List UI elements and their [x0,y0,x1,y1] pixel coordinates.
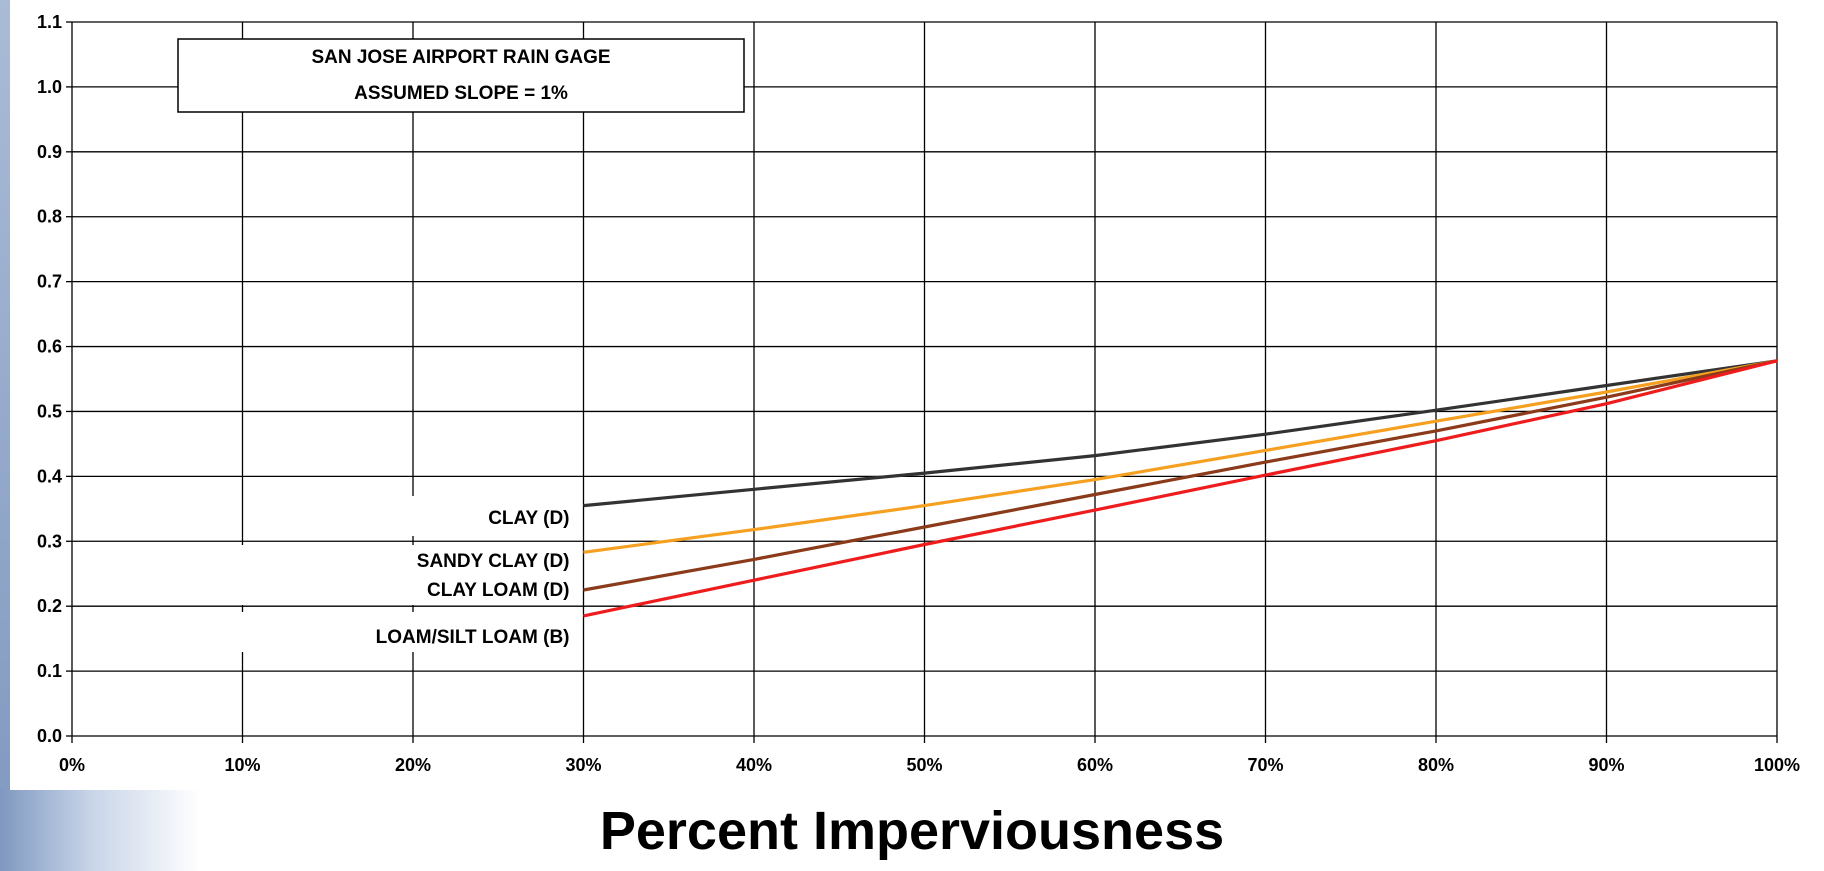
x-tick-label: 10% [224,755,260,775]
x-axis-title: Percent Imperviousness [599,801,1225,861]
y-tick-label: 0.6 [37,337,62,357]
slide-corner-gradient-decoration [0,790,200,871]
label-background [240,612,572,652]
x-tick-label: 30% [565,755,601,775]
series-lines [583,359,1778,618]
y-tick-label: 1.0 [37,77,62,97]
series-label: SANDY CLAY (D) [417,551,570,572]
y-tick-label: 0.8 [37,207,62,227]
annotation-line-1: SAN JOSE AIRPORT RAIN GAGE [311,47,610,68]
label-background [240,545,572,605]
annotation-line-2: ASSUMED SLOPE = 1% [354,83,568,104]
y-tick-label: 0.0 [37,726,62,746]
chart-plot: 0.0 0.1 0.2 0.3 0.4 0.5 0.6 0.7 0.8 0.9 1.0 1.1 0% 10… [37,12,1800,775]
label-background [412,496,572,536]
grid [71,21,1778,737]
x-tick-label: 90% [1588,755,1624,775]
y-tick-label: 0.1 [37,661,62,681]
series-label: CLAY LOAM (D) [427,580,570,601]
series-label: LOAM/SILT LOAM (B) [376,627,570,648]
x-tick-label: 80% [1418,755,1454,775]
y-tick-label: 0.4 [37,466,62,486]
annotation-box: SAN JOSE AIRPORT RAIN GAGE ASSUMED SLOPE… [177,38,745,113]
slide-left-edge-decoration [0,0,10,871]
series-labels: CLAY (D) SANDY CLAY (D) CLAY LOAM (D) LOAM/… [376,508,570,648]
series-line [583,359,1778,554]
series-line [583,359,1778,618]
series-label: CLAY (D) [488,508,569,529]
x-tick-label: 70% [1247,755,1283,775]
x-tick-label: 50% [906,755,942,775]
x-tick-label: 0% [59,755,85,775]
series-line [583,359,1778,508]
x-tick-label: 100% [1754,755,1800,775]
x-tick-label: 40% [736,755,772,775]
annotation-box-frame [177,38,745,113]
x-tick-label: 20% [395,755,431,775]
axes: 0.0 0.1 0.2 0.3 0.4 0.5 0.6 0.7 0.8 0.9 1.0 1.1 0% 10… [37,12,1800,775]
y-tick-label: 0.9 [37,142,62,162]
y-tick-label: 0.2 [37,596,62,616]
x-tick-label: 60% [1077,755,1113,775]
y-tick-label: 0.7 [37,272,62,292]
y-tick-label: 1.1 [37,12,62,32]
y-tick-label: 0.5 [37,401,62,421]
y-tick-label: 0.3 [37,531,62,551]
series-line [583,359,1778,592]
